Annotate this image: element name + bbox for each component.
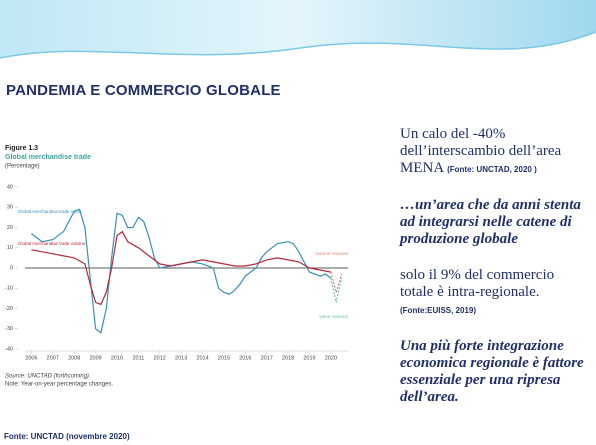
series-label: Value nowcast (319, 314, 349, 319)
block-text: solo il 9% del commercio totale è intra-… (400, 267, 555, 300)
y-tick-label: -10 (5, 286, 13, 292)
text-block: solo il 9% del commercio totale è intra-… (400, 267, 590, 319)
block-text: …un’area che da anni stenta ad integrars… (400, 197, 581, 247)
x-tick-label: 2009 (89, 355, 101, 361)
x-tick-label: 2016 (239, 355, 251, 361)
y-tick-label: -30 (5, 326, 13, 332)
series-line (31, 208, 332, 334)
chart-note: Note: Year-on-year percentage changes. (5, 382, 113, 388)
x-tick-label: 2014 (196, 355, 208, 361)
y-tick-label: -40 (5, 346, 13, 352)
y-tick-label: 0 (10, 265, 13, 271)
x-tick-label: 2007 (47, 355, 59, 361)
x-tick-label: 2006 (25, 355, 37, 361)
x-tick-label: 2018 (282, 355, 294, 361)
x-tick-label: 2012 (154, 355, 166, 361)
series-label: Global merchandise trade value (18, 209, 82, 214)
x-tick-label: 2017 (261, 355, 273, 361)
y-tick-label: 40 (7, 184, 13, 190)
y-tick-label: -20 (5, 306, 13, 312)
chart-source: Source: UNCTAD (forthcoming). (5, 374, 91, 380)
wave-line (0, 31, 596, 59)
y-tick-label: 30 (7, 205, 13, 211)
text-block: Una più forte integrazione economica reg… (400, 338, 590, 406)
y-tick-label: 20 (7, 225, 13, 231)
x-tick-label: 2008 (68, 355, 80, 361)
y-tick-label: 10 (7, 245, 13, 251)
chart-subtitle: (Percentage) (5, 164, 40, 170)
footer: Fonte: UNCTAD (novembre 2020) (4, 432, 130, 441)
series-label: Volume nowcast (315, 251, 349, 256)
x-tick-label: 2015 (218, 355, 230, 361)
series-line (31, 230, 332, 306)
block-text: Una più forte integrazione economica reg… (400, 338, 584, 405)
x-tick-label: 2020 (325, 355, 337, 361)
x-tick-label: 2019 (303, 355, 315, 361)
x-tick-label: 2013 (175, 355, 187, 361)
block-source: (Fonte:EUISS, 2019) (400, 306, 477, 315)
wave-decoration (0, 0, 596, 58)
figure-label: Figure 1.3 (5, 145, 38, 152)
slide-title: PANDEMIA E COMMERCIO GLOBALE (6, 82, 281, 99)
text-block: …un’area che da anni stenta ad integrars… (400, 197, 590, 248)
text-block: Un calo del -40% dell’interscambio dell’… (400, 126, 590, 178)
x-tick-label: 2011 (132, 355, 144, 361)
x-tick-label: 2010 (111, 355, 123, 361)
series-line (330, 271, 343, 295)
block-text: Un calo del -40% dell’interscambio dell’… (400, 126, 562, 176)
series-line (330, 277, 343, 303)
series-label: Global merchandise trade volume (18, 241, 86, 246)
text-column: Un calo del -40% dell’interscambio dell’… (400, 126, 590, 425)
chart-title: Global merchandise trade (5, 154, 91, 161)
block-source: (Fonte: UNCTAD, 2020 ) (447, 165, 537, 174)
